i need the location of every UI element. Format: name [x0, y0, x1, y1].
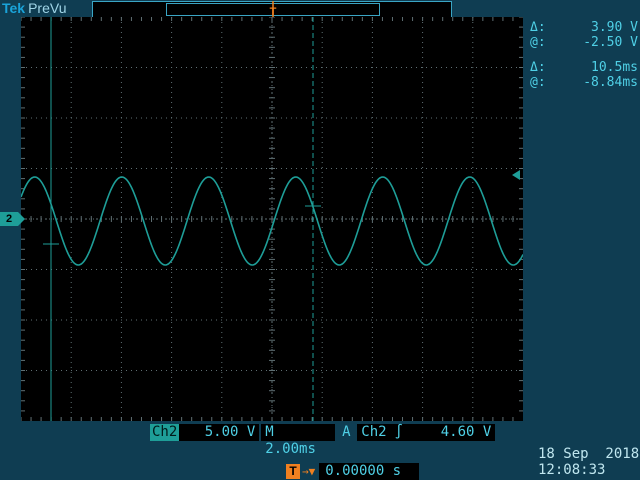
trigger-settings[interactable]: Ch2 ∫ 4.60 V	[357, 424, 496, 441]
volts-per-div[interactable]: 5.00 V	[179, 424, 260, 441]
voltage-at-label: @:	[530, 35, 546, 50]
waveform-display[interactable]	[21, 17, 523, 421]
rising-edge-icon: ∫	[394, 424, 404, 440]
acquisition-mode: PreVu	[28, 0, 67, 16]
time: 12:08:33	[538, 462, 606, 478]
timebase[interactable]: M 2.00ms	[261, 424, 336, 457]
horizontal-delay[interactable]: T →▼ 0.00000 s	[286, 462, 420, 480]
svg-text:T: T	[270, 6, 277, 18]
time-delta-label: Δ:	[530, 60, 546, 75]
voltage-delta-label: Δ:	[530, 20, 546, 35]
channel-2-ground-marker[interactable]: 2	[0, 212, 25, 226]
channel-label[interactable]: Ch2	[150, 424, 180, 441]
voltage-at-value: -2.50 V	[583, 35, 638, 50]
cursor-readouts: Δ: 3.90 V @: -2.50 V Δ: 10.5ms @: -8.84ms	[530, 20, 638, 90]
brand-name: Tek	[2, 0, 26, 16]
voltage-delta-value: 3.90 V	[591, 20, 638, 35]
date-time: 18 Sep 2018 12:08:33	[538, 446, 639, 478]
channel-2-waveform	[21, 176, 523, 266]
trigger-level: 4.60 V	[440, 424, 492, 440]
delay-arrow: →▼	[302, 464, 316, 478]
delay-value: 0.00000 s	[319, 462, 420, 480]
time-delta-value: 10.5ms	[591, 60, 638, 75]
delay-icon: T	[286, 463, 300, 479]
trigger-mode: A	[342, 424, 351, 440]
trigger-level-arrow-icon[interactable]	[512, 170, 520, 180]
date: 18 Sep 2018	[538, 446, 640, 462]
top-bar: Tek PreVu	[0, 0, 640, 18]
status-bar: Ch2 5.00 V M 2.00ms A Ch2 ∫ 4.60 V	[150, 424, 496, 457]
time-at-label: @:	[530, 75, 546, 90]
time-at-value: -8.84ms	[583, 75, 638, 90]
brand-label: Tek PreVu	[2, 0, 66, 16]
graticule	[21, 17, 523, 421]
trigger-source: Ch2	[361, 424, 387, 440]
